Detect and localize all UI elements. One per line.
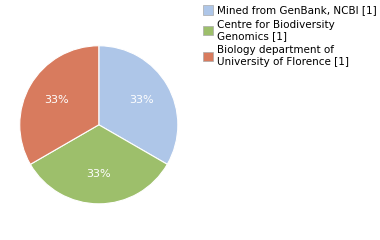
- Wedge shape: [20, 46, 99, 164]
- Text: 33%: 33%: [87, 169, 111, 179]
- Legend: Mined from GenBank, NCBI [1], Centre for Biodiversity
Genomics [1], Biology depa: Mined from GenBank, NCBI [1], Centre for…: [203, 5, 377, 67]
- Text: 33%: 33%: [44, 95, 69, 105]
- Text: 33%: 33%: [129, 95, 154, 105]
- Wedge shape: [99, 46, 178, 164]
- Wedge shape: [30, 125, 167, 204]
